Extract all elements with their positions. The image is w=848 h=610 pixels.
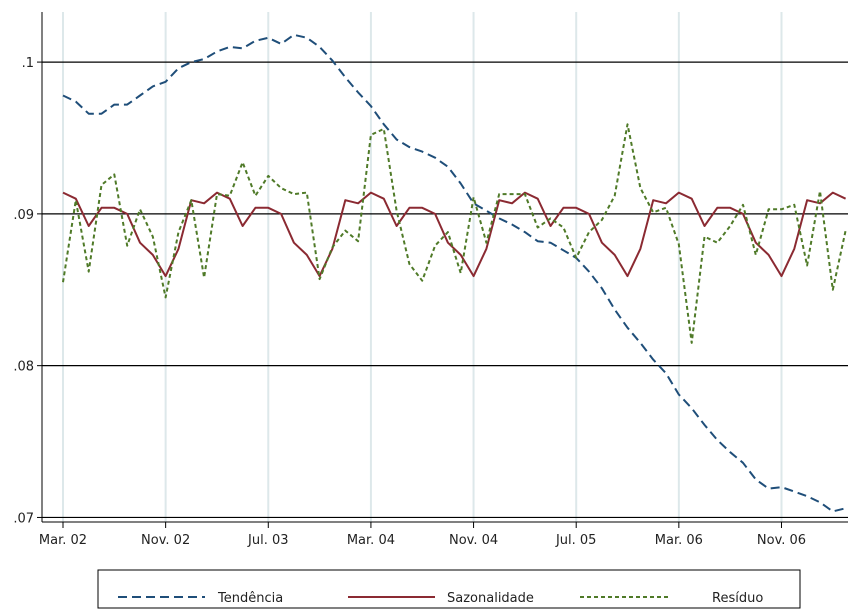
y-tick-label: .1 — [22, 56, 34, 71]
legend-box — [97, 569, 801, 609]
y-tick-label: .07 — [13, 511, 34, 526]
series-line-tendencia — [62, 33, 846, 513]
x-tick-label: Mar. 04 — [347, 533, 395, 548]
axis-layer: .07 .08 .09 .1 Mar. 02 Nov. 02 Jul. 03 Mar. 04 N… — [13, 12, 848, 548]
x-tick-label: Nov. 06 — [757, 533, 806, 548]
x-tick-label: Nov. 02 — [141, 533, 190, 548]
x-tick-label: Jul. 05 — [555, 533, 597, 548]
legend-label: Resíduo — [712, 591, 763, 606]
legend: Tendência Sazonalidade Resíduo — [97, 569, 801, 609]
y-tick-label: .08 — [13, 360, 34, 375]
legend-label: Tendência — [217, 591, 283, 606]
y-tick-label: .09 — [13, 208, 34, 223]
series-line-sazonalidade — [62, 191, 847, 278]
legend-label: Sazonalidade — [447, 591, 534, 606]
x-tick-label: Nov. 04 — [449, 533, 498, 548]
x-tick-label: Mar. 06 — [655, 533, 703, 548]
series-line-residuo — [62, 123, 847, 344]
x-tick-label: Mar. 02 — [39, 533, 87, 548]
grid-layer — [42, 12, 848, 522]
series-layer — [62, 33, 847, 513]
x-tick-label: Jul. 03 — [247, 533, 289, 548]
